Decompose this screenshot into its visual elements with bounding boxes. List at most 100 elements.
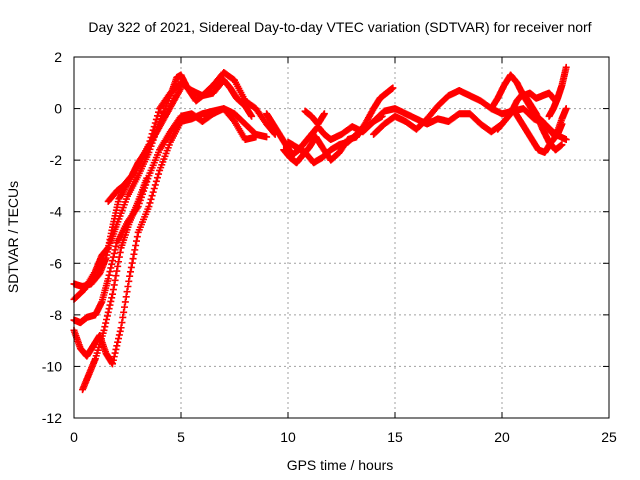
data-point: [111, 246, 119, 254]
data-point: [115, 253, 123, 261]
data-point: [105, 305, 113, 313]
data-point: [152, 115, 160, 123]
data-point: [127, 263, 135, 271]
data-point: [116, 327, 124, 335]
x-tick-label: 0: [70, 429, 78, 445]
data-point: [145, 203, 153, 211]
series-track-o: [519, 89, 559, 105]
data-point: [115, 331, 123, 339]
data-point: [153, 174, 161, 182]
data-point: [113, 342, 121, 350]
plot-frame: [73, 56, 610, 419]
data-point: [109, 257, 117, 265]
data-point: [128, 259, 136, 267]
x-tick-label: 10: [280, 429, 296, 445]
data-point: [101, 323, 109, 331]
data-point: [112, 345, 120, 353]
data-point: [149, 188, 157, 196]
data-point: [125, 277, 133, 285]
data-point: [562, 63, 570, 71]
data-point: [112, 242, 120, 250]
data-point: [111, 349, 119, 357]
data-point: [130, 250, 138, 258]
data-point: [389, 84, 397, 92]
data-point: [562, 136, 570, 144]
data-point: [110, 249, 118, 257]
y-tick-label: -4: [50, 204, 63, 220]
data-point: [122, 293, 130, 301]
series-track-f: [104, 84, 185, 205]
data-point: [150, 185, 158, 193]
data-point: [153, 112, 161, 120]
x-tick-label: 15: [387, 429, 403, 445]
data-point: [104, 275, 112, 283]
data-point: [106, 268, 114, 276]
data-point: [110, 281, 118, 289]
data-point: [151, 181, 159, 189]
data-points: [70, 63, 570, 394]
data-point: [105, 271, 113, 279]
data-point: [115, 258, 123, 266]
axis-ticks: 0 5 10 15 20 25 -12 -10 -8 -6 -4 -2 0 2: [42, 49, 617, 445]
data-point: [558, 141, 566, 149]
y-tick-label: 2: [54, 49, 62, 65]
data-point: [152, 177, 160, 185]
y-tick-label: -12: [42, 410, 62, 426]
data-point: [114, 338, 122, 346]
x-tick-label: 5: [177, 429, 185, 445]
y-tick-label: -2: [50, 152, 63, 168]
data-point: [109, 356, 117, 364]
data-point: [109, 290, 117, 298]
data-point: [126, 268, 134, 276]
data-point: [177, 84, 185, 92]
data-point: [103, 312, 111, 320]
data-point: [107, 264, 115, 272]
data-point: [124, 282, 132, 290]
data-point: [320, 110, 328, 118]
data-point: [109, 286, 117, 294]
series-track-p: [545, 63, 570, 120]
data-point: [108, 260, 116, 268]
data-point: [114, 262, 122, 270]
data-point: [112, 272, 120, 280]
data-point: [123, 288, 131, 296]
x-tick-label: 20: [494, 429, 510, 445]
y-axis-label: SDTVAR / TECUs: [5, 181, 21, 293]
data-point: [116, 248, 124, 256]
data-point: [248, 112, 256, 120]
data-point: [118, 319, 126, 327]
series-track-n: [509, 105, 566, 156]
x-axis-label: GPS time / hours: [287, 457, 394, 473]
x-tick-label: 25: [601, 429, 617, 445]
series-track-d: [70, 105, 260, 368]
data-point: [119, 313, 127, 321]
data-point: [132, 237, 140, 245]
data-point: [104, 308, 112, 316]
data-point: [132, 241, 140, 249]
data-point: [103, 315, 111, 323]
series-track-e: [79, 174, 151, 394]
data-point: [115, 335, 123, 343]
data-point: [147, 195, 155, 203]
data-point: [129, 255, 137, 263]
data-point: [100, 326, 108, 334]
data-point: [146, 199, 154, 207]
data-point: [109, 253, 117, 261]
data-point: [133, 233, 141, 241]
data-point: [120, 308, 128, 316]
data-point: [252, 133, 260, 141]
series-track-i: [284, 112, 386, 167]
data-point: [155, 108, 163, 116]
data-point: [151, 119, 159, 127]
data-point: [562, 105, 570, 113]
data-point: [102, 319, 110, 327]
series-track-j: [301, 107, 328, 128]
data-point: [121, 303, 129, 311]
data-point: [108, 294, 116, 302]
y-tick-label: 0: [54, 101, 62, 117]
y-tick-label: -6: [50, 255, 63, 271]
data-point: [558, 120, 566, 128]
data-point: [107, 297, 115, 305]
